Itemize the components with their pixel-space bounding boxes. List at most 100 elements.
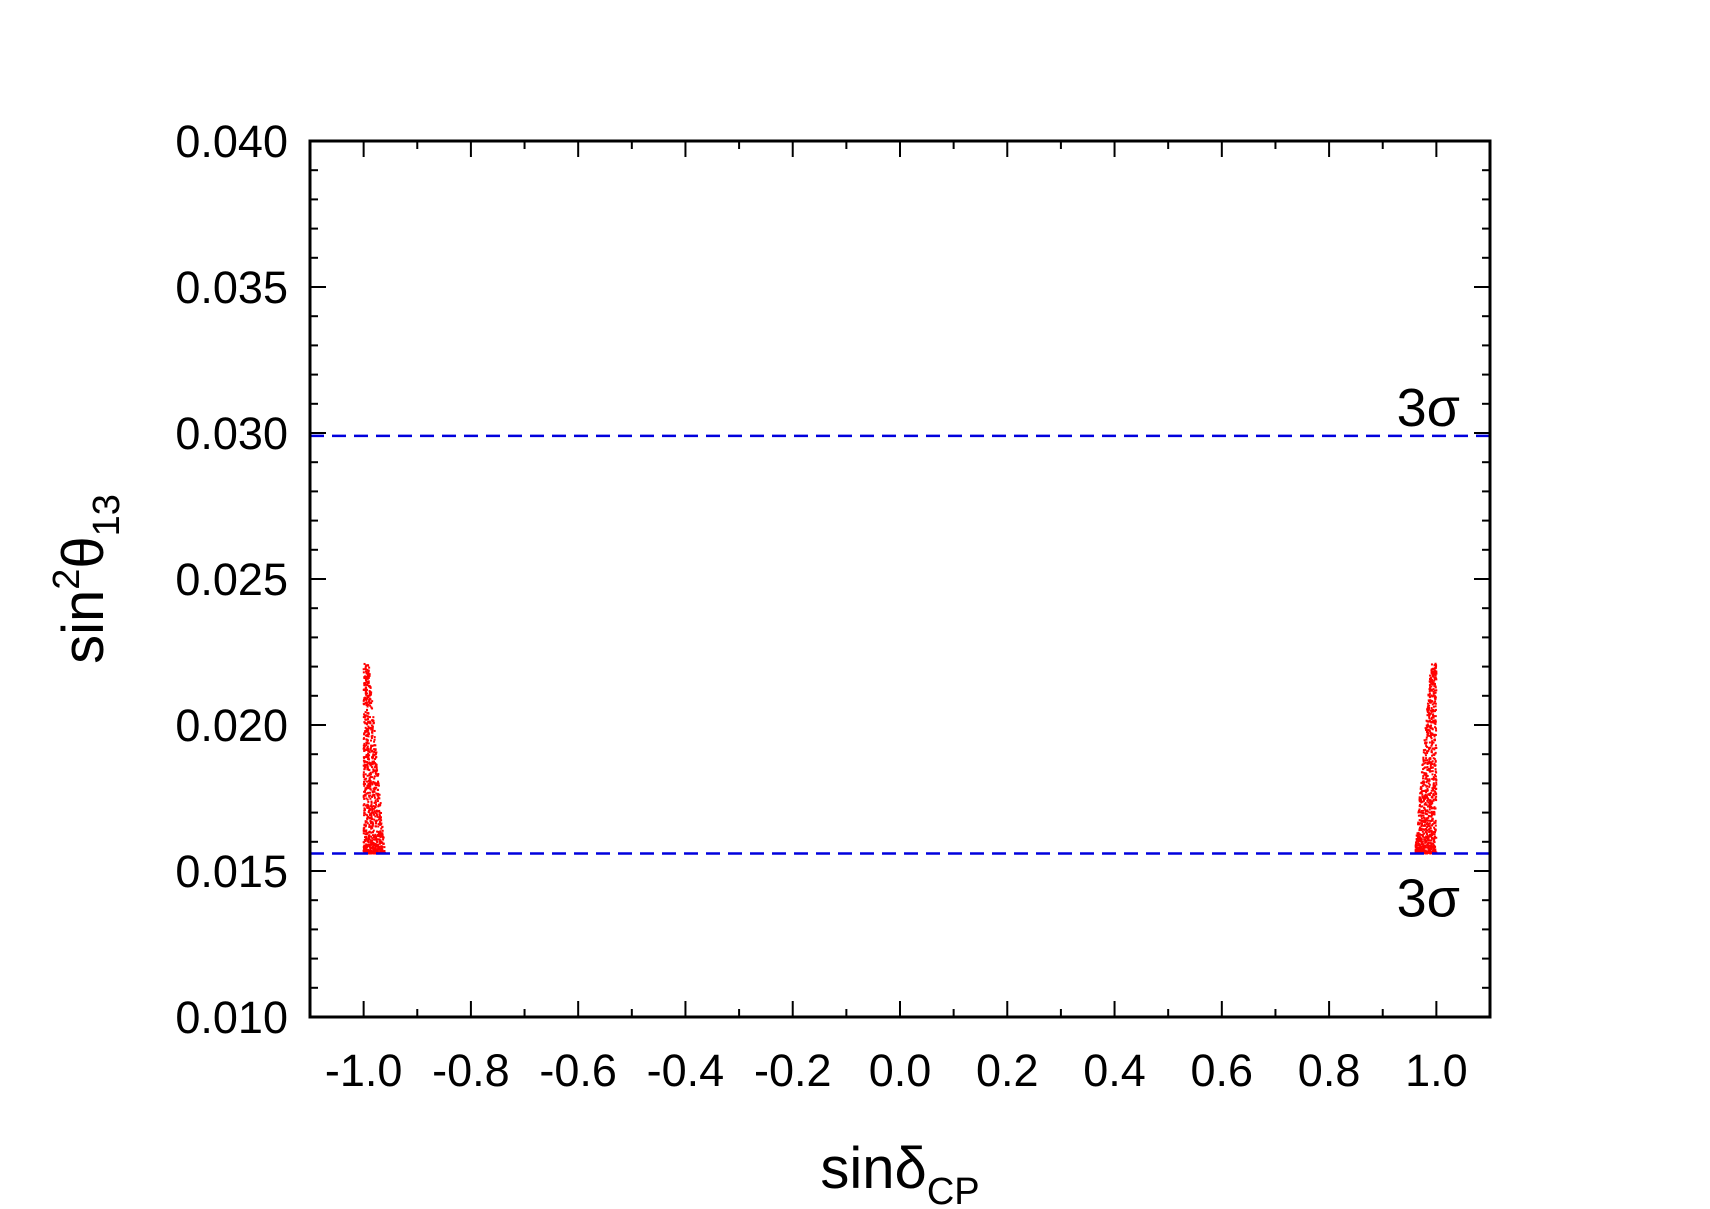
data-point (368, 817, 371, 820)
data-point (1430, 835, 1433, 838)
data-point (367, 725, 370, 728)
data-point (377, 823, 380, 826)
data-point (1434, 759, 1437, 762)
data-point (1433, 679, 1436, 682)
data-point (370, 691, 373, 694)
data-point (1429, 765, 1432, 768)
data-point (1431, 834, 1434, 837)
data-point (1416, 851, 1419, 854)
data-point (1428, 748, 1431, 751)
data-point (373, 760, 376, 763)
data-point (1434, 673, 1437, 676)
data-point (364, 688, 367, 691)
data-point (1416, 836, 1419, 839)
data-point (1422, 749, 1425, 752)
data-point (378, 813, 381, 816)
data-point (366, 832, 369, 835)
data-point (1430, 689, 1433, 692)
data-point (1426, 838, 1429, 841)
data-point (1423, 789, 1426, 792)
data-point (1432, 831, 1435, 834)
data-point (1431, 851, 1434, 854)
data-point (367, 843, 370, 846)
data-point (1433, 689, 1436, 692)
y-tick-label: 0.035 (175, 262, 288, 313)
data-point (1431, 763, 1434, 766)
data-point (1430, 830, 1433, 833)
data-point (374, 753, 377, 756)
data-point (1420, 814, 1423, 817)
data-point (364, 696, 367, 699)
data-point (374, 744, 377, 747)
data-point (1418, 800, 1421, 803)
data-point (1425, 835, 1428, 838)
data-point (1434, 792, 1437, 795)
x-tick-label: -1.0 (325, 1045, 403, 1096)
data-point (370, 728, 373, 731)
data-point (1434, 723, 1437, 726)
data-point (1427, 816, 1430, 819)
axis-ticks (309, 140, 1491, 1018)
data-point (383, 846, 386, 849)
y-tick-label: 0.010 (175, 992, 288, 1043)
data-point (1426, 819, 1429, 822)
data-point (371, 834, 374, 837)
data-point (362, 746, 365, 749)
data-point (1430, 848, 1433, 851)
data-point (366, 822, 369, 825)
data-point (362, 796, 365, 799)
data-point (1424, 838, 1427, 841)
y-tick-label: 0.015 (175, 846, 288, 897)
data-point (367, 671, 370, 674)
data-point (377, 830, 380, 833)
data-point (1420, 809, 1423, 812)
data-point (367, 680, 370, 683)
data-point (373, 751, 376, 754)
data-point (1435, 795, 1438, 798)
data-point (1434, 691, 1437, 694)
data-point (1431, 733, 1434, 736)
data-point (373, 810, 376, 813)
data-point (1427, 706, 1430, 709)
data-point (364, 718, 367, 721)
y-title-main: sin (51, 590, 116, 664)
data-point (366, 723, 369, 726)
data-point (1416, 846, 1419, 849)
data-point (366, 755, 369, 758)
data-point (1431, 720, 1434, 723)
data-point (373, 851, 376, 854)
data-point (363, 721, 366, 724)
data-point (368, 834, 371, 837)
data-point (370, 817, 373, 820)
data-point (1433, 773, 1436, 776)
data-point (374, 811, 377, 814)
data-point (366, 754, 369, 757)
data-point (369, 686, 372, 689)
data-point (381, 836, 384, 839)
data-point (1424, 727, 1427, 730)
data-point (1432, 784, 1435, 787)
x-title-subscript: CP (927, 1171, 980, 1209)
data-point (1426, 809, 1429, 812)
data-point (1434, 674, 1437, 677)
data-point (1434, 700, 1437, 703)
data-point (364, 714, 367, 717)
data-point (1427, 708, 1430, 711)
data-point (1429, 687, 1432, 690)
data-point (377, 788, 380, 791)
data-point (369, 820, 372, 823)
data-point (364, 764, 367, 767)
data-point (370, 781, 373, 784)
data-point (366, 697, 369, 700)
data-point (1422, 819, 1425, 822)
data-point (1433, 692, 1436, 695)
data-point (376, 814, 379, 817)
data-point (1435, 678, 1438, 681)
data-point (372, 829, 375, 832)
data-point (362, 841, 365, 844)
data-point (371, 821, 374, 824)
data-point (370, 731, 373, 734)
data-point (378, 793, 381, 796)
data-point (366, 733, 369, 736)
data-point (368, 823, 371, 826)
